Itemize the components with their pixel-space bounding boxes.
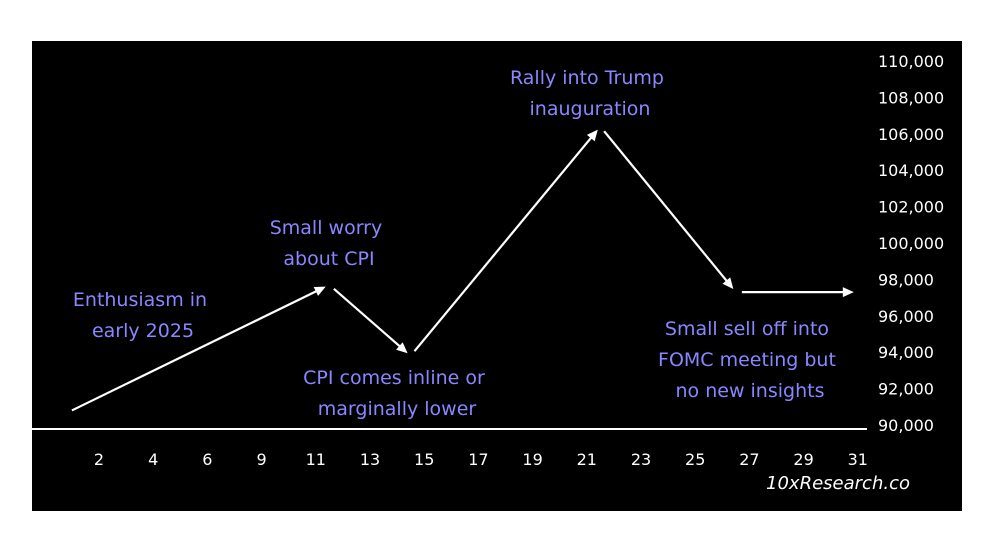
arrow-segment bbox=[71, 289, 320, 412]
y-tick-label: 94,000 bbox=[878, 343, 934, 362]
y-tick-label: 96,000 bbox=[878, 307, 934, 326]
arrow-head bbox=[396, 342, 408, 354]
x-tick-label: 29 bbox=[793, 450, 813, 469]
chart-frame: 90,000 92,000 94,000 96,000 98,000 100,000 102… bbox=[32, 41, 962, 511]
arrow-head bbox=[586, 129, 598, 142]
x-tick-label: 2 bbox=[94, 450, 104, 469]
x-tick-label: 21 bbox=[577, 450, 597, 469]
x-tick-label: 31 bbox=[848, 450, 868, 469]
y-tick-label: 104,000 bbox=[878, 161, 944, 180]
x-axis-ticks: 2 4 6 9 11 13 15 17 19 21 23 25 27 29 31 bbox=[94, 450, 868, 469]
x-tick-label: 4 bbox=[148, 450, 158, 469]
y-tick-label: 102,000 bbox=[878, 198, 944, 217]
arrow-head bbox=[842, 287, 854, 298]
price-chart: 90,000 92,000 94,000 96,000 98,000 100,000 102… bbox=[32, 52, 944, 494]
annotation-cpi-worry: Small worry about CPI bbox=[270, 217, 389, 270]
x-tick-label: 9 bbox=[257, 450, 267, 469]
annotation-fomc: Small sell off into FOMC meeting but no … bbox=[658, 318, 842, 402]
y-tick-label: 106,000 bbox=[878, 125, 944, 144]
arrow-head bbox=[313, 286, 326, 296]
price-path-arrows bbox=[71, 129, 854, 412]
x-tick-label: 27 bbox=[739, 450, 759, 469]
arrow-segment bbox=[603, 130, 730, 284]
annotation-cpi-inline: CPI comes inline or marginally lower bbox=[303, 367, 491, 420]
y-tick-label: 108,000 bbox=[878, 88, 944, 107]
arrow-segment bbox=[333, 287, 403, 349]
y-tick-label: 100,000 bbox=[878, 234, 944, 253]
x-tick-label: 6 bbox=[202, 450, 212, 469]
arrow-head bbox=[722, 277, 734, 290]
annotation-trump-rally: Rally into Trump inauguration bbox=[510, 67, 670, 120]
arrow-segment bbox=[413, 135, 594, 352]
y-axis-ticks: 90,000 92,000 94,000 96,000 98,000 100,000 102… bbox=[878, 52, 944, 435]
y-tick-label: 90,000 bbox=[878, 416, 934, 435]
annotation-enthusiasm: Enthusiasm in early 2025 bbox=[73, 289, 213, 342]
x-tick-label: 25 bbox=[685, 450, 705, 469]
x-tick-label: 13 bbox=[360, 450, 380, 469]
x-tick-label: 15 bbox=[414, 450, 434, 469]
x-tick-label: 19 bbox=[522, 450, 542, 469]
y-tick-label: 92,000 bbox=[878, 380, 934, 399]
y-tick-label: 98,000 bbox=[878, 270, 934, 289]
y-tick-label: 110,000 bbox=[878, 52, 944, 71]
x-tick-label: 23 bbox=[631, 450, 651, 469]
watermark: 10xResearch.co bbox=[766, 473, 910, 494]
x-tick-label: 11 bbox=[306, 450, 326, 469]
x-tick-label: 17 bbox=[468, 450, 488, 469]
